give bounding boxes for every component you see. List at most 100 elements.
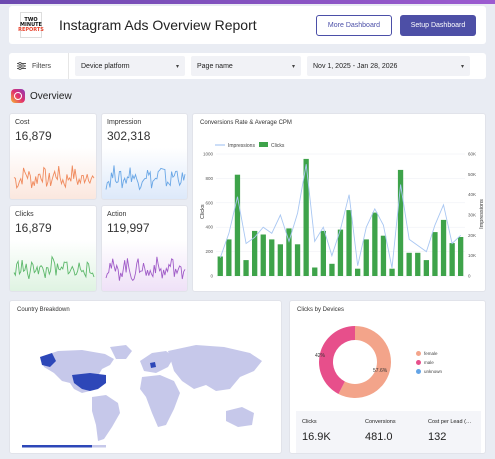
- setup-dashboard-button[interactable]: Setup Dashboard: [400, 14, 476, 36]
- impression-kpi-card[interactable]: Impression 302,318: [101, 113, 188, 200]
- stat-label: Conversions: [365, 419, 396, 425]
- clicks-bar[interactable]: [406, 252, 412, 276]
- devices-donut-chart[interactable]: 42% 57.6%: [290, 301, 487, 411]
- clicks-bar[interactable]: [355, 268, 361, 276]
- map-scale-bar-end: [92, 445, 106, 448]
- legend-dot: [416, 360, 421, 365]
- filters-label: Filters: [32, 62, 52, 70]
- kpi-value: 302,318: [107, 129, 151, 143]
- clicks-bar[interactable]: [449, 243, 455, 276]
- action-sparkline: [105, 256, 186, 282]
- kpi-label: Cost: [15, 119, 30, 126]
- clicks-bar[interactable]: [432, 232, 438, 276]
- clicks-bar[interactable]: [226, 239, 232, 276]
- clicks-bar[interactable]: [440, 219, 447, 276]
- legend-impressions-label: Impressions: [228, 143, 255, 149]
- clicks-bar[interactable]: [458, 237, 464, 276]
- device-platform-select[interactable]: Device platform ▾: [75, 56, 185, 76]
- date-range-value: Nov 1, 2025 - Jan 28, 2026: [313, 62, 398, 70]
- clicks-bar[interactable]: [303, 158, 309, 276]
- chart-legend: Impressions Clicks: [215, 142, 285, 149]
- top-accent-bar: [0, 0, 495, 4]
- alaska-highlight: [40, 353, 56, 367]
- page-title: Instagram Ads Overview Report: [59, 17, 257, 33]
- filter-sliders-icon: [17, 62, 26, 70]
- south-america-shape: [92, 395, 120, 441]
- cost-kpi-card[interactable]: Cost 16,879: [9, 113, 97, 200]
- cost-sparkline: [13, 165, 95, 189]
- clicks-bar[interactable]: [234, 174, 241, 276]
- y2-tick-label: 40K: [468, 192, 476, 197]
- cost-per-lead-stat: Cost per Lead (… 132: [422, 411, 483, 453]
- clicks-bar[interactable]: [415, 252, 421, 276]
- sparkline-path: [13, 165, 95, 189]
- y2-tick-label: 30K: [468, 213, 476, 218]
- sparkline-path: [105, 165, 186, 191]
- clicks-bar[interactable]: [423, 260, 429, 276]
- y-tick-label: 1000: [203, 152, 214, 157]
- clicks-bar[interactable]: [260, 234, 266, 277]
- clicks-bar[interactable]: [294, 244, 301, 276]
- clicks-bar[interactable]: [277, 244, 283, 276]
- y2-tick-label: 50K: [468, 172, 476, 177]
- clicks-bar[interactable]: [320, 230, 326, 276]
- impressions-line: [219, 164, 462, 268]
- clicks-kpi-card[interactable]: Clicks 16,879: [9, 205, 97, 292]
- more-dashboard-button[interactable]: More Dashboard: [316, 14, 392, 36]
- clicks-stat: Clicks 16.9K: [296, 411, 357, 453]
- page-name-value: Page name: [197, 62, 233, 70]
- legend-item-male: male: [416, 360, 434, 365]
- clicks-bar[interactable]: [372, 212, 378, 276]
- clicks-bar[interactable]: [380, 235, 387, 276]
- usa-highlight: [72, 373, 106, 391]
- clicks-bar[interactable]: [286, 228, 292, 276]
- action-kpi-card[interactable]: Action 119,997: [101, 205, 188, 292]
- clicks-bar[interactable]: [329, 263, 335, 276]
- map-scale-bar: [22, 445, 92, 448]
- clicks-bar[interactable]: [312, 267, 318, 277]
- logo-text-2: MINUTE: [20, 21, 42, 28]
- clicks-bar[interactable]: [397, 169, 404, 276]
- kpi-label: Impression: [107, 119, 142, 126]
- clicks-bar[interactable]: [363, 239, 369, 276]
- clicks-bar[interactable]: [269, 239, 275, 276]
- stat-value: 481.0: [365, 431, 393, 443]
- device-platform-value: Device platform: [81, 62, 130, 70]
- logo-text-1: TWO: [24, 16, 38, 23]
- stat-label: Clicks: [302, 419, 317, 425]
- clicks-bar[interactable]: [346, 210, 352, 276]
- donut-slice-female[interactable]: [338, 326, 391, 398]
- y-tick-label: 800: [205, 176, 213, 181]
- filters-toggle[interactable]: Filters: [9, 53, 69, 79]
- clicks-bar[interactable]: [243, 260, 249, 276]
- stat-label: Cost per Lead (…: [428, 419, 472, 425]
- y-tick-label: 0: [210, 274, 213, 279]
- world-map[interactable]: [10, 301, 283, 455]
- page-name-select[interactable]: Page name ▾: [191, 56, 301, 76]
- y2-tick-label: 60K: [468, 152, 476, 157]
- legend-label: unknown: [424, 369, 443, 374]
- clicks-bar[interactable]: [337, 229, 344, 276]
- kpi-value: 16,879: [15, 221, 52, 235]
- male-percent-label: 42%: [315, 353, 326, 359]
- y-tick-label: 600: [205, 200, 213, 205]
- legend-label: female: [424, 351, 438, 356]
- date-range-select[interactable]: Nov 1, 2025 - Jan 28, 2026 ▾: [307, 56, 470, 76]
- chart-title: Conversions Rate & Average CPM: [200, 120, 292, 126]
- clicks-bar[interactable]: [252, 230, 258, 276]
- donut-slice-male[interactable]: [319, 326, 355, 394]
- clicks-bar[interactable]: [217, 256, 223, 277]
- kpi-value: 16,879: [15, 129, 52, 143]
- y-axis-left-label: Clicks: [200, 204, 206, 219]
- impression-sparkline: [105, 165, 186, 191]
- north-america-shape: [40, 350, 114, 393]
- conversions-chart-panel: Conversions Rate & Average CPM Impressio…: [192, 113, 486, 292]
- y2-tick-label: 10K: [468, 253, 476, 258]
- y2-tick-label: 0: [468, 274, 471, 279]
- summary-stats-row: Clicks 16.9K Conversions 481.0 Cost per …: [296, 411, 481, 453]
- legend-label: male: [424, 360, 434, 365]
- clicks-bar[interactable]: [389, 268, 395, 276]
- country-breakdown-panel: Country Breakdown: [9, 300, 282, 454]
- overview-heading: Overview: [11, 89, 72, 103]
- sparkline-path: [13, 255, 95, 280]
